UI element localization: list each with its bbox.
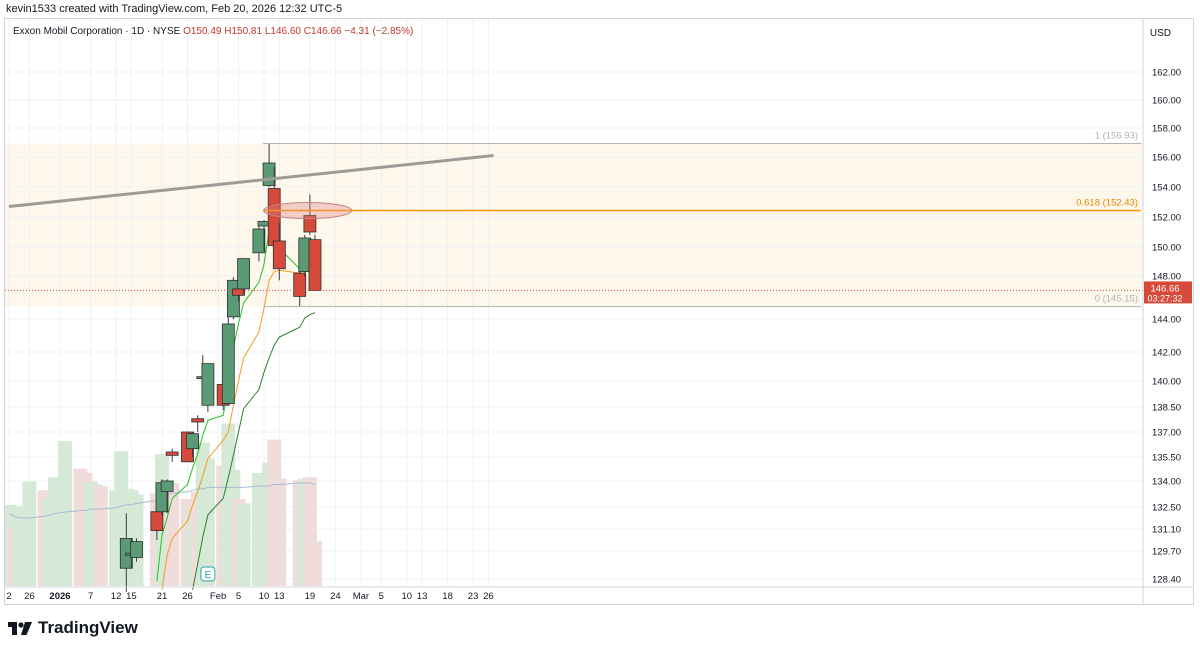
axes: 128.40 129.70 131.10 132.50 134.00 135.50 137.…	[5, 19, 1193, 604]
price-tick-label: 154.00	[1152, 183, 1181, 194]
fib-level-label: 0.618 (152.43)	[1076, 198, 1138, 209]
last-price-badge	[1144, 281, 1192, 304]
candle-down	[308, 239, 322, 291]
price-tick-label: 152.00	[1152, 213, 1181, 224]
price-tick-label: 138.50	[1152, 403, 1181, 414]
candle-down	[272, 240, 286, 270]
time-tick-label: 18	[442, 591, 453, 602]
price-tick-label: 135.50	[1152, 453, 1181, 464]
earnings-marker-label: E	[205, 570, 212, 581]
change-value: −4.31 (−2.85%)	[344, 26, 414, 37]
volume-bars	[5, 423, 322, 586]
price-tick-label: 137.00	[1152, 428, 1181, 439]
candle-up	[186, 433, 200, 450]
candle-up	[237, 258, 251, 290]
candle-down	[232, 288, 245, 296]
highlight-ellipse	[263, 202, 353, 220]
ema-slow-line	[192, 312, 316, 590]
low-value: L146.60	[264, 26, 301, 37]
price-tick-label: 142.00	[1152, 348, 1181, 359]
price-tick-label: 134.00	[1152, 477, 1181, 488]
created-by-header: kevin1533 created with TradingView.com, …	[6, 3, 343, 15]
time-tick-label: 7	[88, 591, 93, 602]
chart-frame[interactable]: 1 (156.93) 0.618 (152.43) 0 (145.15) E 128.…	[4, 18, 1194, 605]
price-tick-label: 140.00	[1152, 377, 1181, 388]
time-tick-label: 5	[379, 591, 384, 602]
chart-canvas[interactable]: 1 (156.93) 0.618 (152.43) 0 (145.15) E 128.…	[5, 19, 1193, 604]
time-tick-label: 13	[417, 591, 428, 602]
time-tick-label: 10	[402, 591, 413, 602]
time-tick-label: 2026	[49, 591, 70, 602]
candle-up	[160, 480, 174, 492]
price-tick-label: 129.70	[1152, 547, 1181, 558]
time-tick-label: 23	[468, 591, 479, 602]
time-tick-label: Feb	[210, 591, 226, 602]
candle-up	[262, 162, 276, 186]
time-tick-label: 24	[330, 591, 341, 602]
candle-down	[293, 272, 307, 297]
volume-bar	[272, 478, 287, 586]
price-tick-label: 156.00	[1152, 153, 1181, 164]
candle-down	[165, 451, 179, 456]
time-tick-label: 19	[305, 591, 316, 602]
symbol-label: Exxon Mobil Corporation · 1D · NYSE	[13, 26, 181, 37]
candle-up	[252, 228, 266, 254]
volume-bar	[308, 541, 322, 586]
time-tick-label: 26	[182, 591, 193, 602]
price-tick-label: 128.40	[1152, 575, 1181, 586]
price-tick-label: 162.00	[1152, 68, 1181, 79]
last-price-value: 146.66	[1150, 283, 1179, 294]
tradingview-logo-icon	[8, 621, 32, 635]
candle-down	[303, 215, 317, 233]
volume-bar	[200, 458, 215, 586]
time-tick-label: 26	[24, 591, 35, 602]
time-tick-label: 2	[6, 591, 11, 602]
volume-bar	[22, 481, 37, 586]
price-tick-label: 150.00	[1152, 243, 1181, 254]
price-tick-label: 148.00	[1152, 272, 1181, 283]
fib-level-label: 0 (145.15)	[1095, 294, 1138, 305]
time-tick-label: 12	[111, 591, 122, 602]
countdown-value: 03:27:32	[1147, 293, 1182, 303]
candle-up	[201, 363, 215, 406]
fib-level-label: 1 (156.93)	[1095, 131, 1138, 142]
candle-down	[150, 511, 164, 531]
brand-name: TradingView	[38, 618, 138, 637]
tradingview-logo[interactable]: TradingView	[8, 617, 138, 639]
earnings-marker	[200, 566, 216, 582]
high-value: H150.81	[224, 26, 263, 37]
price-tick-label: 132.50	[1152, 503, 1181, 514]
time-tick-label: 5	[236, 591, 241, 602]
volume-bar	[58, 441, 73, 586]
price-tick-label: 131.10	[1152, 525, 1181, 536]
volume-bar	[236, 503, 251, 586]
candle-up	[221, 323, 235, 404]
trendline	[8, 154, 494, 208]
time-tick-label: 21	[157, 591, 168, 602]
price-tick-label: 160.00	[1152, 96, 1181, 107]
close-value: C146.66	[303, 26, 342, 37]
time-tick-label: 26	[483, 591, 494, 602]
volume-bar	[165, 483, 180, 586]
price-tick-label: 158.00	[1152, 124, 1181, 135]
candle-up	[130, 541, 143, 558]
time-tick-label: 10	[259, 591, 270, 602]
time-tick-label: 13	[274, 591, 285, 602]
fib-zone	[5, 143, 1143, 307]
chart-legend[interactable]: Exxon Mobil Corporation · 1D · NYSE O150…	[13, 26, 413, 37]
candle-down	[191, 418, 205, 423]
currency-label[interactable]: USD	[1149, 28, 1171, 39]
candles	[119, 143, 322, 592]
open-value: O150.49	[183, 26, 222, 37]
drawings: 1 (156.93) 0.618 (152.43) 0 (145.15) E	[5, 131, 1143, 582]
volume-bar	[93, 485, 108, 586]
time-tick-label: 15	[126, 591, 137, 602]
ema-mid-line	[161, 260, 316, 590]
price-tick-label: 144.00	[1152, 315, 1181, 326]
time-tick-label: Mar	[353, 591, 369, 602]
